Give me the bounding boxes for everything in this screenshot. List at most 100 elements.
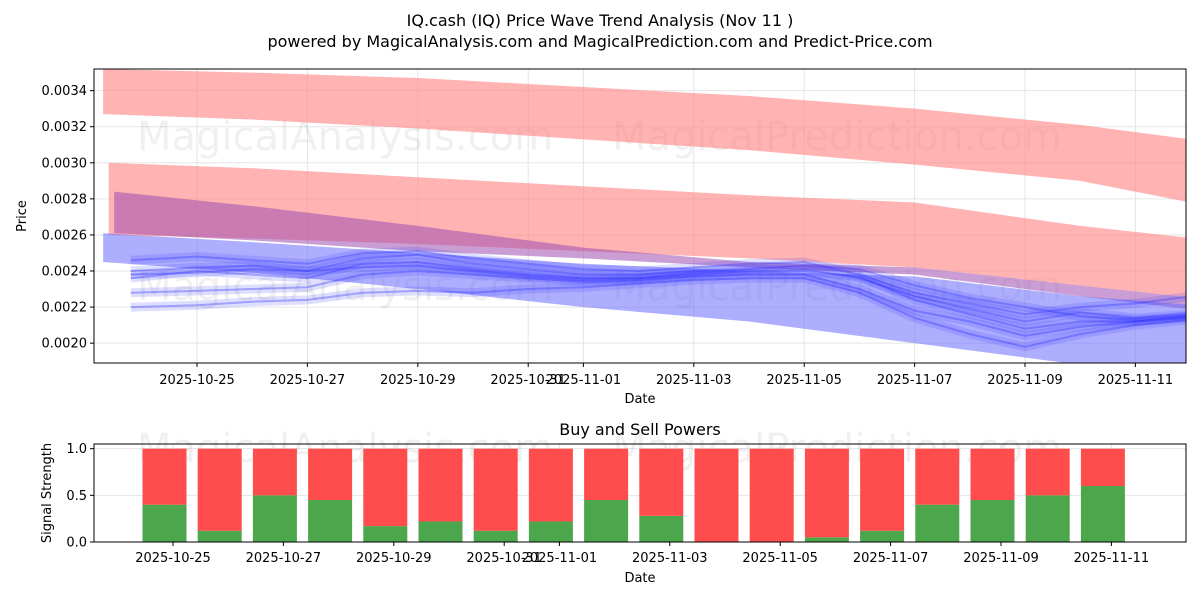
price-x-tick-label-1: 2025-10-27 — [270, 373, 346, 388]
wave-line-0 — [130, 253, 1186, 323]
price-plot-frame — [93, 68, 1187, 364]
signal-x-tick-label-8: 2025-11-09 — [963, 551, 1039, 566]
signal-x-tick-label-9: 2025-11-11 — [1074, 551, 1150, 566]
sell-bar-2 — [252, 448, 297, 496]
price-x-tick-label-3: 2025-10-31 — [490, 373, 566, 388]
signal-x-ticks: 2025-10-25 2025-10-27 2025-10-29 2025-10-31… — [135, 542, 1149, 566]
price-y-label: Price — [15, 200, 30, 232]
signal-x-tick-label-7: 2025-11-07 — [853, 551, 929, 566]
price-x-tick-label-2: 2025-10-29 — [380, 373, 456, 388]
buy-bar-7 — [528, 521, 573, 542]
signal-y-label: Signal Strength — [40, 443, 55, 543]
signal-x-tick-label-3: 2025-10-31 — [466, 551, 542, 566]
sell-bar-13 — [860, 448, 905, 531]
sell-bar-3 — [308, 448, 353, 500]
buy-bar-4 — [363, 526, 408, 542]
price-x-tick-label-7: 2025-11-07 — [877, 373, 953, 388]
sell-bar-1 — [197, 448, 242, 531]
price-y-tick-label-0: 0.0020 — [42, 337, 88, 352]
price-y-tick-label-3: 0.0026 — [42, 228, 88, 243]
price-x-tick-label-8: 2025-11-09 — [987, 373, 1063, 388]
wave-line-5 — [130, 264, 1186, 321]
signal-y-tick-label-0: 0.0 — [66, 536, 87, 551]
signal-x-tick-label-6: 2025-11-05 — [742, 551, 818, 566]
buy-bar-16 — [1025, 495, 1070, 542]
signal-y-ticks: 0.0 0.5 1.0 — [66, 442, 94, 551]
sell-bar-9 — [639, 448, 684, 516]
wave-line-4 — [130, 277, 1186, 348]
wave-line-glow-3 — [130, 246, 1186, 319]
price-y-tick-label-1: 0.0022 — [42, 301, 88, 316]
sell-bar-16 — [1025, 448, 1070, 496]
sell-bar-10 — [694, 448, 739, 542]
price-y-tick-label-2: 0.0024 — [42, 265, 88, 280]
signal-x-tick-label-2: 2025-10-29 — [356, 551, 432, 566]
sell-bar-4 — [363, 448, 408, 527]
sell-bar-17 — [1080, 448, 1125, 486]
wave-line-glow-1 — [130, 257, 1186, 334]
buy-bar-0 — [142, 504, 187, 542]
wave-line-glow-0 — [130, 250, 1186, 326]
buy-bar-15 — [970, 500, 1015, 542]
signal-x-tick-label-5: 2025-11-03 — [632, 551, 708, 566]
signal-chart-title: Buy and Sell Powers — [559, 420, 721, 439]
purple-band — [114, 191, 1186, 309]
sell-bar-11 — [749, 448, 794, 542]
sell-bar-14 — [915, 448, 960, 505]
signal-y-tick-label-2: 1.0 — [66, 442, 87, 457]
price-x-tick-label-9: 2025-11-11 — [1098, 373, 1174, 388]
signal-bars — [142, 448, 1125, 542]
sell-bar-12 — [804, 448, 849, 538]
buy-bar-1 — [197, 530, 242, 542]
buy-bar-17 — [1080, 486, 1125, 542]
buy-bar-14 — [915, 504, 960, 542]
middle-red-band — [108, 162, 1186, 297]
price-y-tick-label-7: 0.0034 — [42, 84, 88, 99]
signal-plot-frame — [93, 443, 1187, 543]
figure-subtitle: powered by MagicalAnalysis.com and Magic… — [267, 32, 932, 51]
buy-bar-13 — [860, 530, 905, 542]
buy-bar-9 — [639, 515, 684, 542]
signal-x-tick-label-4: 2025-11-01 — [522, 551, 598, 566]
buy-bar-12 — [804, 537, 849, 542]
buy-bar-6 — [473, 530, 518, 542]
figure-title: IQ.cash (IQ) Price Wave Trend Analysis (… — [407, 11, 794, 30]
lower-blue-band — [103, 233, 1186, 363]
wave-line-1 — [130, 261, 1186, 330]
price-chart: MagicalAnalysis.comMagicalPrediction.com… — [15, 68, 1187, 407]
upper-red-band — [103, 69, 1186, 202]
price-y-tick-label-5: 0.0030 — [42, 156, 88, 171]
wave-line-glow-4 — [130, 273, 1186, 352]
signal-x-tick-label-1: 2025-10-27 — [246, 551, 322, 566]
price-y-tick-label-6: 0.0032 — [42, 120, 88, 135]
sell-bar-5 — [418, 448, 463, 522]
sell-bar-7 — [528, 448, 573, 522]
price-bands — [103, 69, 1186, 363]
signal-x-tick-label-0: 2025-10-25 — [135, 551, 211, 566]
price-x-tick-label-6: 2025-11-05 — [766, 373, 842, 388]
wave-line-glow-5 — [130, 261, 1186, 325]
wave-line-glow-2 — [130, 266, 1186, 341]
price-x-ticks: 2025-10-25 2025-10-27 2025-10-29 2025-10-31… — [159, 363, 1173, 388]
signal-chart: MagicalAnalysis.comMagicalPrediction.com… — [40, 420, 1187, 586]
price-y-tick-label-4: 0.0028 — [42, 192, 88, 207]
buy-bar-8 — [584, 500, 629, 542]
price-x-label: Date — [624, 392, 655, 407]
sell-bar-6 — [473, 448, 518, 531]
price-wave-lines — [130, 246, 1186, 352]
buy-bar-3 — [308, 500, 353, 542]
sell-bar-0 — [142, 448, 187, 505]
signal-y-tick-label-1: 0.5 — [66, 489, 87, 504]
wave-line-2 — [130, 270, 1186, 337]
price-x-tick-label-0: 2025-10-25 — [159, 373, 235, 388]
sell-bar-15 — [970, 448, 1015, 500]
signal-x-label: Date — [624, 571, 655, 586]
price-x-tick-label-4: 2025-11-01 — [546, 373, 622, 388]
price-y-ticks: 0.0020 0.0022 0.0024 0.0026 0.0028 0.0030 0.00… — [42, 84, 94, 352]
wave-line-3 — [130, 250, 1186, 316]
buy-bar-2 — [252, 495, 297, 542]
sell-bar-8 — [584, 448, 629, 500]
buy-bar-5 — [418, 521, 463, 542]
price-x-tick-label-5: 2025-11-03 — [656, 373, 732, 388]
